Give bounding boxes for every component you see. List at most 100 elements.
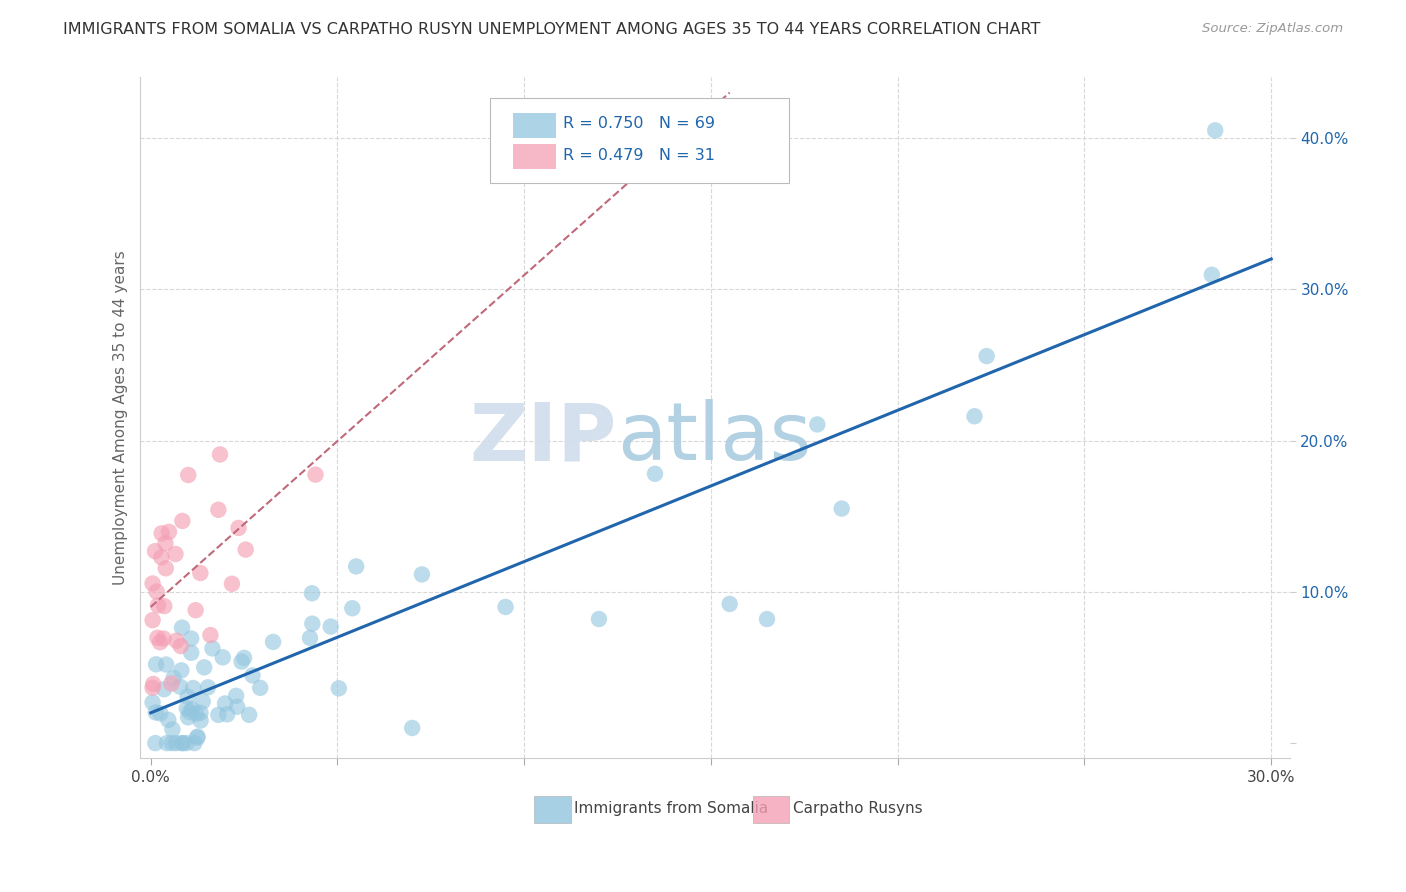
Point xyxy=(145,706,167,720)
Text: ZIP: ZIP xyxy=(470,400,617,477)
Text: Immigrants from Somalia: Immigrants from Somalia xyxy=(575,801,769,816)
Point xyxy=(150,526,173,541)
Point xyxy=(142,677,165,691)
Point xyxy=(344,559,367,574)
Point xyxy=(153,599,176,614)
Point xyxy=(238,707,260,722)
FancyBboxPatch shape xyxy=(513,145,555,169)
Point xyxy=(146,599,169,613)
Point xyxy=(155,657,177,672)
Point xyxy=(186,730,208,744)
Point xyxy=(718,597,741,611)
Point xyxy=(170,639,193,653)
Point xyxy=(177,468,200,483)
Point xyxy=(211,650,233,665)
Point xyxy=(235,542,257,557)
Point xyxy=(181,681,204,695)
Point xyxy=(225,689,247,703)
Point xyxy=(411,567,433,582)
Point xyxy=(197,681,219,695)
Point xyxy=(200,628,222,642)
Point xyxy=(156,736,179,750)
Point xyxy=(149,635,172,649)
Point xyxy=(298,631,321,645)
Point xyxy=(146,631,169,645)
Y-axis label: Unemployment Among Ages 35 to 44 years: Unemployment Among Ages 35 to 44 years xyxy=(114,251,128,585)
Point xyxy=(145,657,167,672)
Point xyxy=(228,521,250,535)
Point xyxy=(181,702,204,716)
Point xyxy=(186,731,208,745)
Point xyxy=(806,417,828,432)
Point xyxy=(221,576,243,591)
Point xyxy=(176,736,198,750)
Text: atlas: atlas xyxy=(617,400,811,477)
Point xyxy=(231,655,253,669)
Point xyxy=(157,524,180,539)
Point xyxy=(172,514,194,528)
Point xyxy=(162,723,184,737)
Point xyxy=(176,690,198,704)
Point xyxy=(495,599,517,614)
Point xyxy=(190,714,212,728)
Text: R = 0.750   N = 69: R = 0.750 N = 69 xyxy=(562,116,714,131)
Point xyxy=(304,467,326,482)
Text: R = 0.479   N = 31: R = 0.479 N = 31 xyxy=(562,147,714,162)
Point xyxy=(170,736,193,750)
Point xyxy=(756,612,779,626)
Point xyxy=(179,705,201,719)
Point xyxy=(214,697,236,711)
Point xyxy=(150,550,173,565)
Point xyxy=(142,613,165,627)
Point xyxy=(169,680,191,694)
FancyBboxPatch shape xyxy=(752,796,790,823)
Point xyxy=(176,701,198,715)
Point xyxy=(319,619,342,633)
Point xyxy=(165,547,187,561)
Point xyxy=(301,616,323,631)
Point xyxy=(142,681,165,695)
Point xyxy=(588,612,610,626)
Text: Carpatho Rusyns: Carpatho Rusyns xyxy=(793,801,922,816)
Point xyxy=(152,632,174,646)
Point xyxy=(342,601,364,615)
Point xyxy=(143,736,166,750)
Point xyxy=(183,736,205,750)
Point xyxy=(193,660,215,674)
Point xyxy=(160,736,183,750)
Point xyxy=(145,584,167,599)
Point xyxy=(142,696,165,710)
Point xyxy=(190,706,212,720)
Point xyxy=(226,699,249,714)
Point xyxy=(188,566,211,580)
Point xyxy=(301,586,323,600)
Point xyxy=(208,447,231,461)
Point xyxy=(177,710,200,724)
FancyBboxPatch shape xyxy=(491,98,790,183)
Point xyxy=(217,707,239,722)
Point xyxy=(191,694,214,708)
Point xyxy=(1204,123,1226,137)
Point xyxy=(157,713,180,727)
Point xyxy=(142,576,165,591)
Point xyxy=(165,736,187,750)
Point xyxy=(170,664,193,678)
Point xyxy=(155,536,177,550)
Point xyxy=(201,641,224,656)
Point xyxy=(401,721,423,735)
Point xyxy=(172,736,194,750)
Text: IMMIGRANTS FROM SOMALIA VS CARPATHO RUSYN UNEMPLOYMENT AMONG AGES 35 TO 44 YEARS: IMMIGRANTS FROM SOMALIA VS CARPATHO RUSY… xyxy=(63,22,1040,37)
Point xyxy=(155,561,177,575)
FancyBboxPatch shape xyxy=(534,796,571,823)
Point xyxy=(180,646,202,660)
Point xyxy=(184,603,207,617)
Point xyxy=(166,633,188,648)
Point xyxy=(184,706,207,721)
Point xyxy=(1201,268,1223,282)
Point xyxy=(180,632,202,646)
Point xyxy=(262,635,284,649)
Point xyxy=(170,621,193,635)
Point xyxy=(207,707,229,722)
Point xyxy=(249,681,271,695)
Point xyxy=(233,651,256,665)
